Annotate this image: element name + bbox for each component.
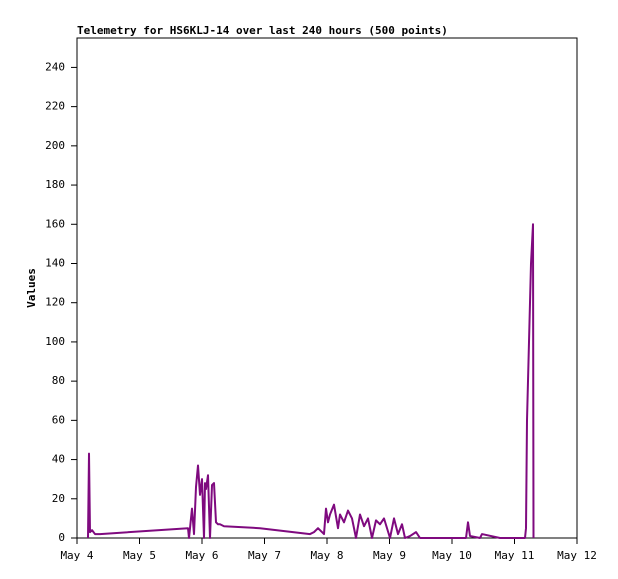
y-tick-label: 100 bbox=[45, 335, 65, 348]
y-tick-label: 240 bbox=[45, 60, 65, 73]
y-tick-label: 200 bbox=[45, 139, 65, 152]
x-tick-label: May 7 bbox=[248, 549, 281, 562]
y-axis-label: Values bbox=[25, 268, 38, 308]
y-tick-label: 120 bbox=[45, 296, 65, 309]
data-line bbox=[87, 223, 535, 539]
y-tick-label: 0 bbox=[58, 531, 65, 544]
x-tick-label: May 10 bbox=[432, 549, 472, 562]
x-tick-label: May 5 bbox=[123, 549, 156, 562]
x-tick-label: May 12 bbox=[557, 549, 597, 562]
x-tick-label: May 8 bbox=[310, 549, 343, 562]
y-tick-label: 180 bbox=[45, 178, 65, 191]
y-tick-label: 60 bbox=[52, 413, 65, 426]
y-tick-label: 80 bbox=[52, 374, 65, 387]
y-tick-label: 20 bbox=[52, 492, 65, 505]
x-tick-label: May 11 bbox=[495, 549, 535, 562]
x-tick-label: May 4 bbox=[60, 549, 93, 562]
plot-frame bbox=[76, 37, 578, 539]
y-tick-label: 220 bbox=[45, 100, 65, 113]
y-tick-label: 160 bbox=[45, 217, 65, 230]
y-tick-label: 140 bbox=[45, 256, 65, 269]
x-tick-label: May 9 bbox=[373, 549, 406, 562]
y-tick-label: 40 bbox=[52, 453, 65, 466]
x-tick-label: May 6 bbox=[185, 549, 218, 562]
chart-title: Telemetry for HS6KLJ-14 over last 240 ho… bbox=[77, 24, 448, 37]
